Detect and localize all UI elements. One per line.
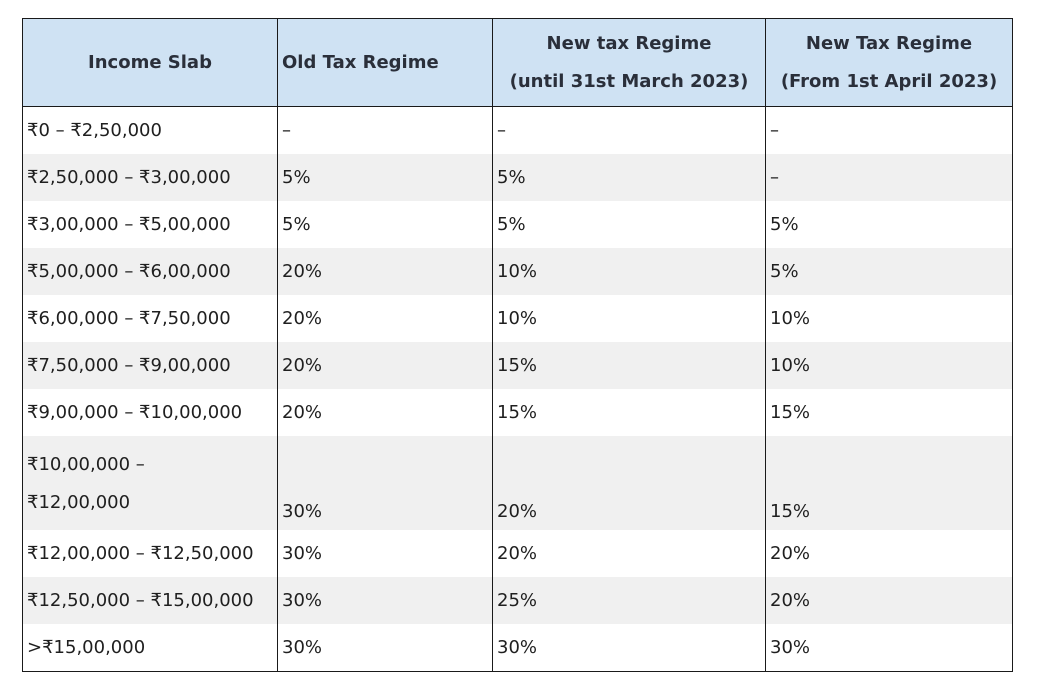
table-row: ₹12,50,000 – ₹15,00,000 30% 25% 20% xyxy=(22,577,1013,624)
header-new-from-line2: (From 1st April 2023) xyxy=(780,70,998,92)
table-header: Income Slab Old Tax Regime New tax Regim… xyxy=(22,18,1013,107)
cell-new-regime-from: 20% xyxy=(765,577,1013,624)
cell-new-regime-until: 15% xyxy=(492,389,766,436)
cell-new-regime-until: 10% xyxy=(492,248,766,295)
cell-old-regime: 30% xyxy=(277,436,493,530)
cell-income-slab: ₹3,00,000 – ₹5,00,000 xyxy=(22,201,278,248)
header-new-until-line2: (until 31st March 2023) xyxy=(509,70,749,92)
cell-income-slab: ₹9,00,000 – ₹10,00,000 xyxy=(22,389,278,436)
cell-income-slab: ₹0 – ₹2,50,000 xyxy=(22,106,278,154)
cell-new-regime-until: 5% xyxy=(492,154,766,201)
table-row: ₹3,00,000 – ₹5,00,000 5% 5% 5% xyxy=(22,201,1013,248)
cell-old-regime: 20% xyxy=(277,248,493,295)
cell-income-slab: >₹15,00,000 xyxy=(22,624,278,672)
cell-new-regime-until: 15% xyxy=(492,342,766,389)
header-income-slab-text: Income Slab xyxy=(88,51,212,73)
cell-new-regime-until: 20% xyxy=(492,530,766,577)
cell-old-regime: 20% xyxy=(277,389,493,436)
table-row: ₹2,50,000 – ₹3,00,000 5% 5% – xyxy=(22,154,1013,201)
cell-income-slab: ₹12,50,000 – ₹15,00,000 xyxy=(22,577,278,624)
cell-new-regime-until: 25% xyxy=(492,577,766,624)
header-new-until-line1: New tax Regime xyxy=(546,32,712,54)
cell-income-slab: ₹10,00,000 – ₹12,00,000 xyxy=(22,436,278,530)
cell-new-regime-from: – xyxy=(765,154,1013,201)
header-old-tax-regime: Old Tax Regime xyxy=(277,18,493,107)
table-row: ₹0 – ₹2,50,000– – – xyxy=(22,106,1013,154)
cell-old-regime: 30% xyxy=(277,530,493,577)
table-row: ₹9,00,000 – ₹10,00,000 20% 15% 15% xyxy=(22,389,1013,436)
cell-income-slab: ₹5,00,000 – ₹6,00,000 xyxy=(22,248,278,295)
tax-slab-table: Income Slab Old Tax Regime New tax Regim… xyxy=(22,18,1013,672)
table-row: ₹5,00,000 – ₹6,00,000 20% 10% 5% xyxy=(22,248,1013,295)
cell-old-regime: 20% xyxy=(277,342,493,389)
header-row: Income Slab Old Tax Regime New tax Regim… xyxy=(22,18,1013,107)
table-row: ₹10,00,000 – ₹12,00,000 30% 20% 15% xyxy=(22,436,1013,530)
cell-old-regime: 30% xyxy=(277,577,493,624)
cell-income-slab: ₹2,50,000 – ₹3,00,000 xyxy=(22,154,278,201)
cell-old-regime: 5% xyxy=(277,154,493,201)
cell-income-slab-line: ₹12,00,000 xyxy=(27,492,131,513)
header-new-from-line1: New Tax Regime xyxy=(805,32,973,54)
cell-new-regime-from: 10% xyxy=(765,342,1013,389)
cell-income-slab: ₹12,00,000 – ₹12,50,000 xyxy=(22,530,278,577)
cell-new-regime-from: 20% xyxy=(765,530,1013,577)
tax-slab-table-container: Income Slab Old Tax Regime New tax Regim… xyxy=(22,18,1013,672)
cell-new-regime-until: – xyxy=(492,106,766,154)
header-new-tax-regime-until: New tax Regime (until 31st March 2023) xyxy=(492,18,766,107)
table-row: >₹15,00,000 30% 30% 30% xyxy=(22,624,1013,672)
header-old-tax-regime-text: Old Tax Regime xyxy=(282,51,439,73)
cell-old-regime: – xyxy=(277,106,493,154)
cell-income-slab-line: ₹10,00,000 – xyxy=(27,454,145,475)
cell-new-regime-from: 30% xyxy=(765,624,1013,672)
cell-new-regime-until: 20% xyxy=(492,436,766,530)
header-new-tax-regime-from: New Tax Regime (From 1st April 2023) xyxy=(765,18,1013,107)
cell-income-slab: ₹7,50,000 – ₹9,00,000 xyxy=(22,342,278,389)
cell-new-regime-until: 5% xyxy=(492,201,766,248)
cell-new-regime-until: 10% xyxy=(492,295,766,342)
cell-new-regime-from: 15% xyxy=(765,436,1013,530)
cell-new-regime-from: 5% xyxy=(765,201,1013,248)
cell-old-regime: 30% xyxy=(277,624,493,672)
cell-new-regime-until: 30% xyxy=(492,624,766,672)
cell-income-slab: ₹6,00,000 – ₹7,50,000 xyxy=(22,295,278,342)
table-body: ₹0 – ₹2,50,000– – – ₹2,50,000 – ₹3,00,000 5%… xyxy=(22,106,1013,672)
cell-new-regime-from: 15% xyxy=(765,389,1013,436)
cell-old-regime: 20% xyxy=(277,295,493,342)
cell-new-regime-from: 10% xyxy=(765,295,1013,342)
cell-new-regime-from: – xyxy=(765,106,1013,154)
cell-new-regime-from: 5% xyxy=(765,248,1013,295)
cell-old-regime: 5% xyxy=(277,201,493,248)
table-row: ₹7,50,000 – ₹9,00,000 20% 15% 10% xyxy=(22,342,1013,389)
header-income-slab: Income Slab xyxy=(22,18,278,107)
table-row: ₹6,00,000 – ₹7,50,000 20% 10% 10% xyxy=(22,295,1013,342)
table-row: ₹12,00,000 – ₹12,50,000 30% 20% 20% xyxy=(22,530,1013,577)
